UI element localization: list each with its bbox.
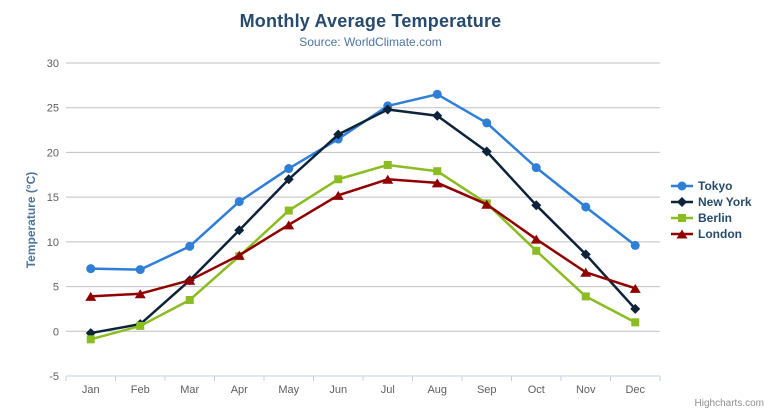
marker-tokyo-dec[interactable] [630, 240, 640, 250]
marker-tokyo-aug[interactable] [432, 89, 442, 99]
y-axis-label: 30 [47, 58, 59, 70]
marker-new-york-sep[interactable] [481, 146, 492, 157]
y-axis-label: 5 [53, 282, 59, 294]
marker-london-mar[interactable] [184, 275, 196, 285]
marker-new-york-apr[interactable] [234, 225, 245, 236]
x-axis-label-oct: Oct [528, 384, 545, 396]
legend-marker-berlin-icon [671, 214, 693, 222]
marker-london-apr[interactable] [233, 250, 245, 260]
marker-berlin-dec[interactable] [631, 318, 640, 327]
legend-label-london: London [698, 227, 742, 241]
x-axis-label-jul: Jul [381, 384, 395, 396]
marker-london-jan[interactable] [85, 291, 97, 301]
marker-tokyo-jan[interactable] [86, 264, 96, 274]
legend-marker-new-york-icon [671, 197, 693, 207]
x-axis-label-jan: Jan [82, 384, 100, 396]
marker-tokyo-apr[interactable] [234, 197, 244, 207]
marker-new-york-aug[interactable] [432, 110, 443, 121]
marker-london-jun[interactable] [332, 190, 344, 200]
marker-new-york-may[interactable] [283, 174, 294, 185]
marker-berlin-jan[interactable] [86, 335, 95, 344]
y-axis-label: 10 [47, 237, 59, 249]
marker-tokyo-nov[interactable] [581, 202, 591, 212]
y-axis-label: -5 [49, 371, 59, 383]
marker-berlin-may[interactable] [284, 206, 293, 215]
marker-new-york-nov[interactable] [580, 249, 591, 260]
marker-london-may[interactable] [283, 220, 295, 230]
legend-marker-london-icon [671, 229, 693, 239]
series-line-london [89, 178, 637, 298]
marker-berlin-jun[interactable] [334, 175, 343, 184]
x-axis-label-aug: Aug [427, 384, 447, 396]
legend-item-tokyo[interactable]: Tokyo [671, 178, 752, 194]
marker-tokyo-oct[interactable] [531, 163, 541, 173]
series-line-tokyo [89, 93, 637, 271]
series-line-berlin [89, 163, 637, 341]
marker-new-york-jul[interactable] [382, 104, 393, 115]
chart-title: Monthly Average Temperature [239, 11, 502, 31]
legend-label-berlin: Berlin [698, 211, 733, 225]
legend-label-new-york: New York [698, 195, 752, 209]
marker-london-nov[interactable] [580, 267, 592, 277]
marker-new-york-dec[interactable] [630, 303, 641, 314]
marker-berlin-oct[interactable] [532, 246, 541, 255]
marker-berlin-mar[interactable] [185, 295, 194, 304]
x-axis-label-feb: Feb [131, 384, 150, 396]
x-axis-label-sep: Sep [477, 384, 497, 396]
marker-london-aug[interactable] [431, 178, 443, 188]
series-line-new-york [89, 108, 637, 335]
legend-label-tokyo: Tokyo [698, 179, 733, 193]
marker-london-dec[interactable] [629, 283, 641, 293]
y-axis-label: 20 [47, 147, 59, 159]
marker-london-sep[interactable] [481, 199, 493, 209]
marker-berlin-aug[interactable] [433, 167, 442, 176]
x-axis-label-may: May [278, 384, 299, 396]
x-axis-label-mar: Mar [180, 384, 199, 396]
marker-tokyo-mar[interactable] [185, 241, 195, 251]
x-axis-label-dec: Dec [625, 384, 645, 396]
marker-london-oct[interactable] [530, 234, 542, 244]
marker-new-york-jun[interactable] [333, 129, 344, 140]
legend-marker-tokyo-icon [671, 181, 693, 191]
legend-item-london[interactable]: London [671, 226, 752, 242]
marker-tokyo-sep[interactable] [482, 118, 492, 128]
marker-berlin-nov[interactable] [581, 292, 590, 301]
x-axis-label-nov: Nov [576, 384, 596, 396]
legend-item-new-york[interactable]: New York [671, 194, 752, 210]
marker-new-york-oct[interactable] [531, 200, 542, 211]
y-axis-label: 25 [47, 103, 59, 115]
marker-tokyo-feb[interactable] [135, 265, 145, 275]
chart-subtitle: Source: WorldClimate.com [299, 35, 442, 49]
x-axis-label-apr: Apr [231, 384, 248, 396]
marker-tokyo-may[interactable] [284, 164, 294, 174]
y-axis-label: 15 [47, 192, 59, 204]
legend-item-berlin[interactable]: Berlin [671, 210, 752, 226]
marker-london-feb[interactable] [134, 289, 146, 299]
y-axis-label: 0 [53, 326, 59, 338]
x-axis-label-jun: Jun [329, 384, 347, 396]
marker-berlin-feb[interactable] [136, 321, 145, 330]
credits-link[interactable]: Highcharts.com [694, 398, 764, 409]
legend: Tokyo New York Berlin London [671, 178, 752, 242]
marker-london-jul[interactable] [382, 174, 394, 184]
marker-berlin-jul[interactable] [383, 160, 392, 169]
